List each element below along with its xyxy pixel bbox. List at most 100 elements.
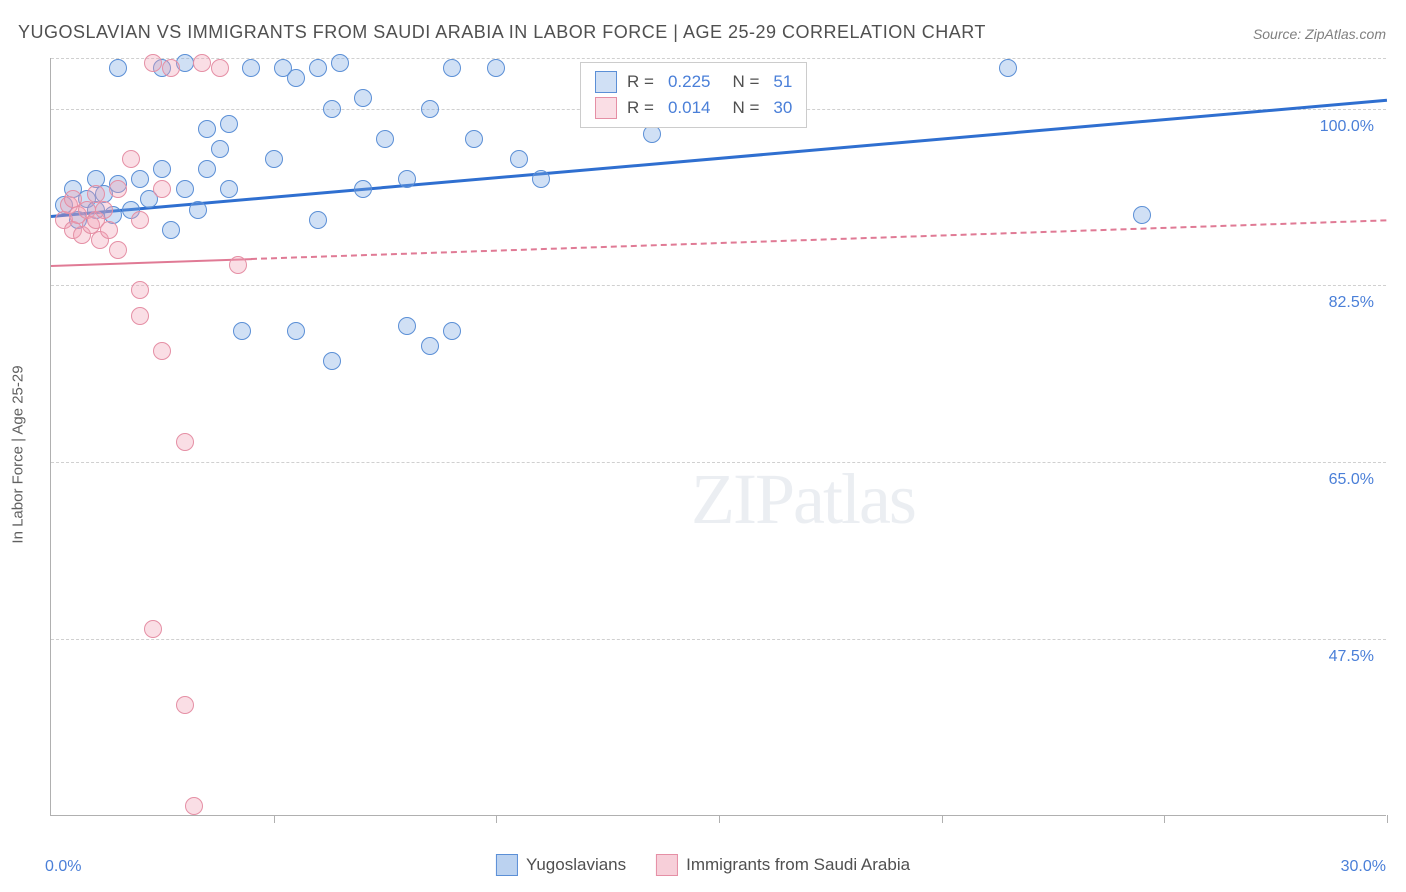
r-label: R = xyxy=(627,98,654,118)
x-tick xyxy=(274,815,275,823)
watermark-bold: ZIP xyxy=(691,459,793,539)
data-point xyxy=(229,256,247,274)
data-point xyxy=(131,211,149,229)
data-point xyxy=(100,221,118,239)
data-point xyxy=(354,89,372,107)
data-point xyxy=(176,696,194,714)
data-point xyxy=(109,241,127,259)
data-point xyxy=(242,59,260,77)
data-point xyxy=(323,352,341,370)
x-tick xyxy=(1387,815,1388,823)
gridline-h xyxy=(51,639,1386,640)
legend-swatch xyxy=(496,854,518,876)
legend-swatch xyxy=(595,71,617,93)
data-point xyxy=(487,59,505,77)
legend-series: Yugoslavians Immigrants from Saudi Arabia xyxy=(496,854,910,876)
data-point xyxy=(198,120,216,138)
data-point xyxy=(309,211,327,229)
x-tick xyxy=(1164,815,1165,823)
data-point xyxy=(122,150,140,168)
data-point xyxy=(176,433,194,451)
y-tick-label: 65.0% xyxy=(1329,471,1374,489)
data-point xyxy=(398,317,416,335)
legend-series-label: Yugoslavians xyxy=(526,855,626,875)
x-tick xyxy=(496,815,497,823)
data-point xyxy=(532,170,550,188)
gridline-h xyxy=(51,285,1386,286)
data-point xyxy=(176,180,194,198)
data-point xyxy=(211,140,229,158)
watermark: ZIPatlas xyxy=(691,458,915,541)
plot-area: ZIPatlas 47.5% 65.0% 82.5% 100.0% xyxy=(50,58,1386,816)
data-point xyxy=(265,150,283,168)
data-point xyxy=(465,130,483,148)
data-point xyxy=(331,54,349,72)
legend-correlation-box: R = 0.225 N = 51 R = 0.014 N = 30 xyxy=(580,62,807,128)
data-point xyxy=(153,342,171,360)
data-point xyxy=(443,59,461,77)
watermark-light: atlas xyxy=(793,459,915,539)
chart-title: YUGOSLAVIAN VS IMMIGRANTS FROM SAUDI ARA… xyxy=(18,22,986,43)
data-point xyxy=(193,54,211,72)
data-point xyxy=(109,59,127,77)
legend-series-item: Immigrants from Saudi Arabia xyxy=(656,854,910,876)
legend-series-label: Immigrants from Saudi Arabia xyxy=(686,855,910,875)
r-value: 0.014 xyxy=(668,98,711,118)
legend-correlation-row: R = 0.225 N = 51 xyxy=(595,69,792,95)
data-point xyxy=(162,59,180,77)
n-label: N = xyxy=(732,72,759,92)
data-point xyxy=(198,160,216,178)
data-point xyxy=(233,322,251,340)
legend-swatch xyxy=(595,97,617,119)
data-point xyxy=(510,150,528,168)
y-tick-label: 82.5% xyxy=(1329,294,1374,312)
data-point xyxy=(443,322,461,340)
gridline-h xyxy=(51,462,1386,463)
n-value: 51 xyxy=(773,72,792,92)
y-axis-title: In Labor Force | Age 25-29 xyxy=(10,365,27,543)
y-tick-label: 100.0% xyxy=(1320,118,1374,136)
data-point xyxy=(109,180,127,198)
data-point xyxy=(421,337,439,355)
data-point xyxy=(376,130,394,148)
data-point xyxy=(131,281,149,299)
trend-line xyxy=(251,220,1387,261)
x-tick xyxy=(719,815,720,823)
data-point xyxy=(1133,206,1151,224)
data-point xyxy=(95,201,113,219)
source-attribution: Source: ZipAtlas.com xyxy=(1253,26,1386,42)
legend-correlation-row: R = 0.014 N = 30 xyxy=(595,95,792,121)
data-point xyxy=(131,307,149,325)
data-point xyxy=(189,201,207,219)
data-point xyxy=(162,221,180,239)
data-point xyxy=(398,170,416,188)
data-point xyxy=(131,170,149,188)
legend-swatch xyxy=(656,854,678,876)
legend-series-item: Yugoslavians xyxy=(496,854,626,876)
data-point xyxy=(220,180,238,198)
data-point xyxy=(287,69,305,87)
x-tick-label-min: 0.0% xyxy=(45,858,81,876)
data-point xyxy=(421,100,439,118)
r-label: R = xyxy=(627,72,654,92)
data-point xyxy=(323,100,341,118)
r-value: 0.225 xyxy=(668,72,711,92)
x-tick xyxy=(942,815,943,823)
data-point xyxy=(144,54,162,72)
trend-line xyxy=(51,258,251,267)
data-point xyxy=(999,59,1017,77)
data-point xyxy=(153,160,171,178)
data-point xyxy=(153,180,171,198)
data-point xyxy=(287,322,305,340)
n-value: 30 xyxy=(773,98,792,118)
n-label: N = xyxy=(732,98,759,118)
x-tick-label-max: 30.0% xyxy=(1341,858,1386,876)
y-tick-label: 47.5% xyxy=(1329,648,1374,666)
data-point xyxy=(144,620,162,638)
data-point xyxy=(220,115,238,133)
data-point xyxy=(185,797,203,815)
chart-container: YUGOSLAVIAN VS IMMIGRANTS FROM SAUDI ARA… xyxy=(0,0,1406,892)
data-point xyxy=(309,59,327,77)
data-point xyxy=(211,59,229,77)
data-point xyxy=(354,180,372,198)
